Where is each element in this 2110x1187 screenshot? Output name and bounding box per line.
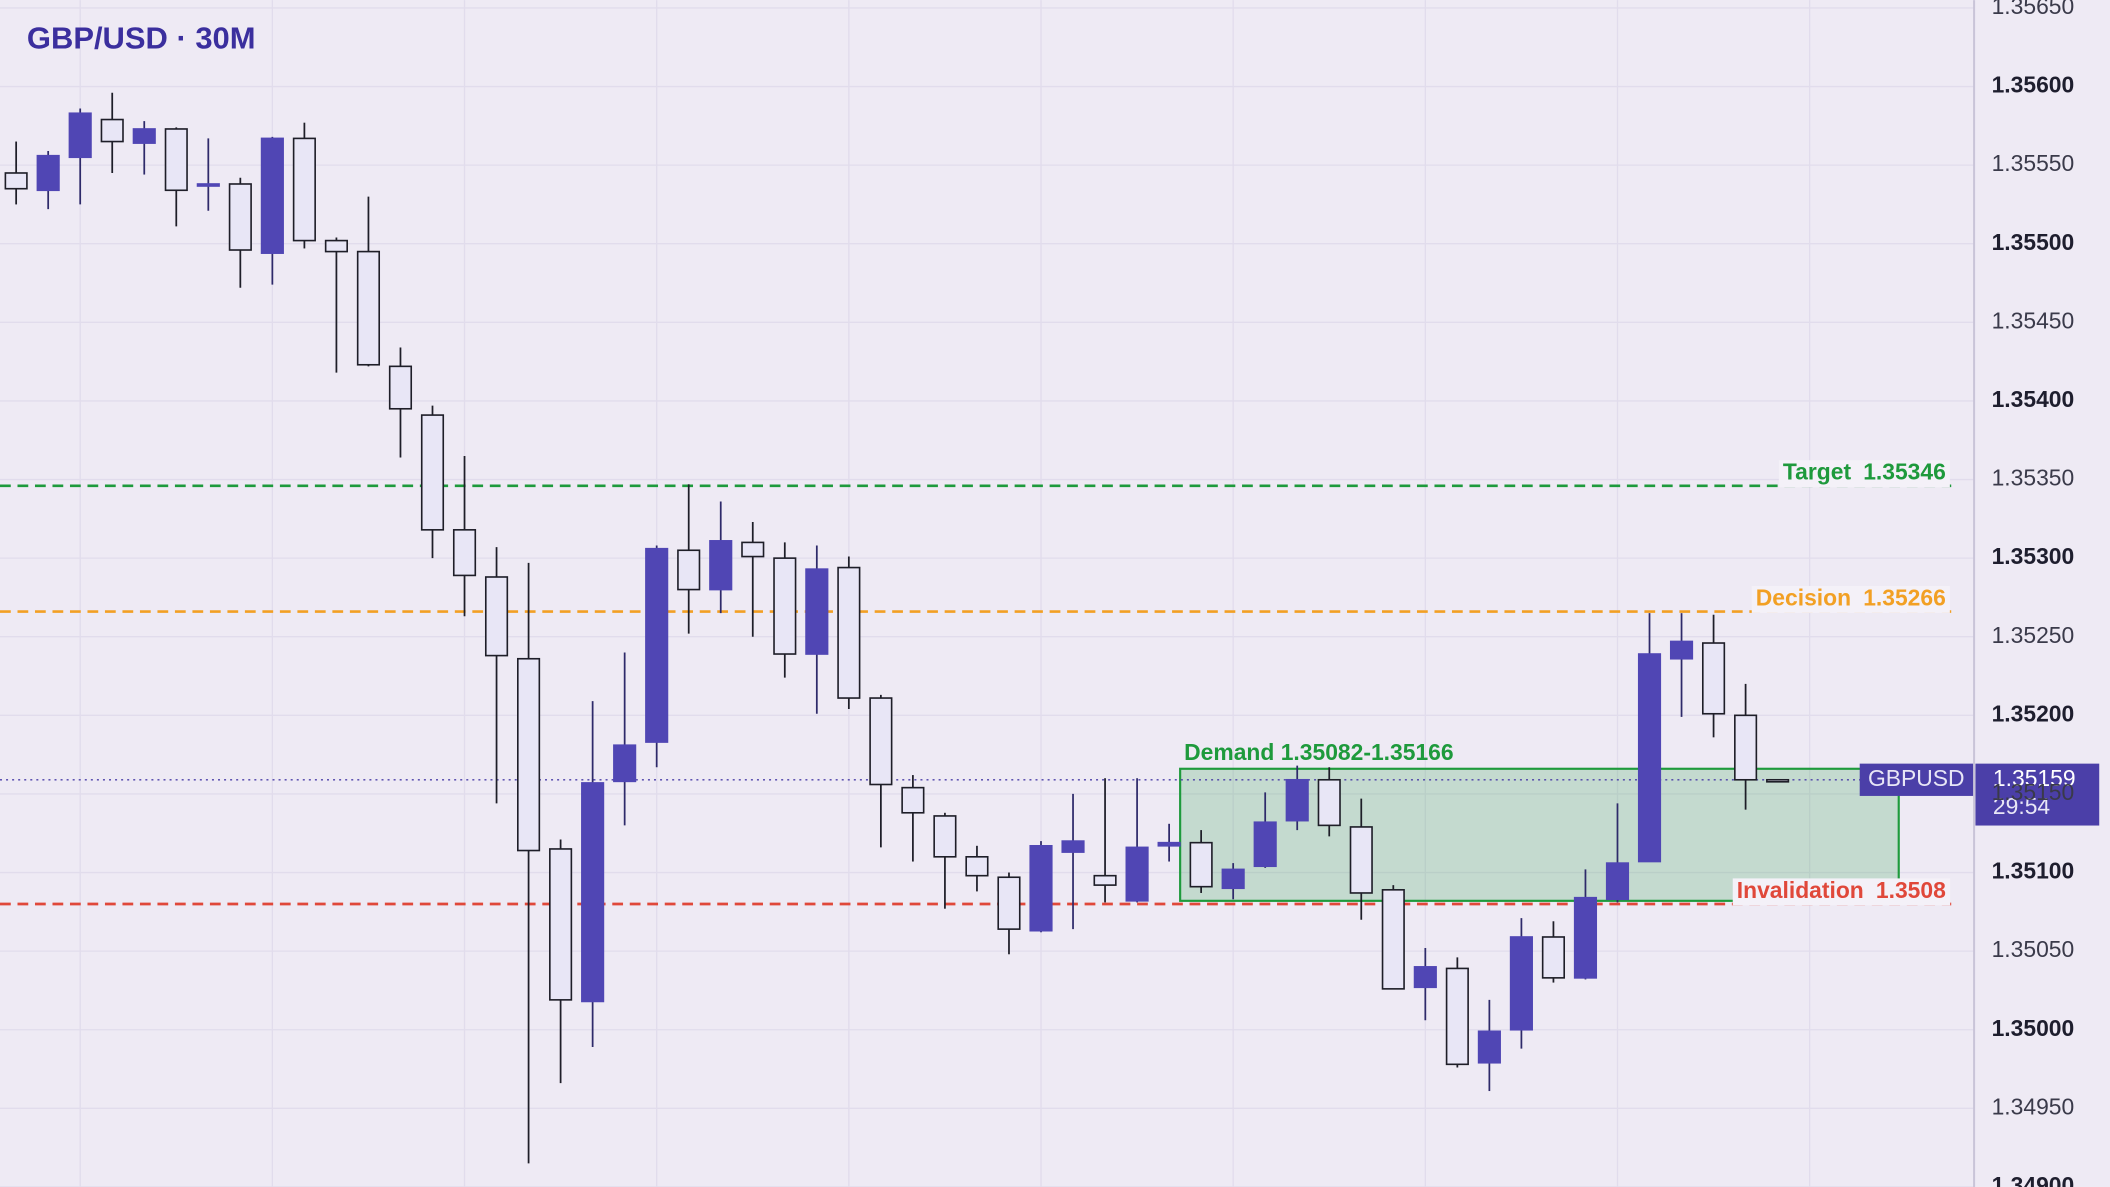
candle-body [581, 782, 605, 1003]
candle-body [388, 365, 413, 410]
y-tick-label: 1.34950 [1992, 1093, 2075, 1119]
candle-body [901, 786, 925, 814]
candle-body [677, 549, 701, 591]
y-tick-label: 1.35100 [1992, 858, 2075, 884]
symbol-tag-label: GBPUSD [1868, 765, 1965, 791]
candle-body [68, 112, 92, 159]
level-value: 1.35266 [1863, 585, 1946, 611]
candle-body [869, 697, 893, 786]
candle-body [1669, 640, 1694, 660]
y-tick-label: 1.34900 [1992, 1172, 2075, 1187]
candle-body [164, 128, 188, 192]
candle-body [613, 744, 637, 783]
y-tick-label: 1.35650 [1992, 0, 2075, 19]
candle-body [1349, 826, 1373, 894]
candle-body [1766, 778, 1790, 783]
candle-body [1477, 1030, 1501, 1064]
candle-body [228, 183, 252, 251]
price-tag [1975, 763, 2100, 826]
price-tag-value: 1.35159 [1993, 765, 2076, 791]
candle-body [837, 566, 861, 699]
candle-body [1029, 845, 1053, 932]
level-label: Decision 1.35266 [1756, 585, 1946, 611]
level-name: Invalidation [1737, 877, 1864, 903]
y-tick-label: 1.35600 [1992, 72, 2075, 98]
y-tick-label: 1.35200 [1992, 700, 2075, 726]
candle-body [1189, 841, 1213, 888]
candle-body [709, 540, 733, 591]
candle-body [4, 172, 28, 190]
y-tick-label: 1.35000 [1992, 1015, 2075, 1041]
candle-body [1541, 936, 1566, 979]
y-tick-label: 1.35400 [1992, 386, 2075, 412]
candle-body [1637, 653, 1662, 863]
y-tick-label: 1.35300 [1992, 543, 2075, 569]
candle-body [1413, 966, 1437, 989]
candle-body [645, 547, 669, 743]
level-label-bg [1778, 460, 1950, 488]
candle-body [1221, 868, 1245, 890]
candle-body [100, 118, 124, 143]
candle-body [965, 856, 989, 877]
candle-body [420, 414, 445, 531]
y-tick-label: 1.35050 [1992, 936, 2075, 962]
candle-body [1381, 889, 1405, 990]
candle-body [1253, 821, 1277, 868]
price-tag-countdown: 29:54 [1993, 793, 2050, 819]
candle-body [517, 657, 541, 852]
candle-body [356, 250, 381, 366]
candle-body [36, 154, 60, 192]
candle-body [1445, 967, 1469, 1066]
candle-body [1061, 840, 1085, 853]
level-label-bg [1732, 878, 1951, 906]
candle-body [292, 137, 316, 242]
candle-body [805, 568, 829, 655]
level-value: 1.3508 [1876, 877, 1946, 903]
y-tick-label: 1.35150 [1992, 779, 2075, 805]
candle-body [1093, 874, 1117, 886]
y-tick-label: 1.35450 [1992, 307, 2075, 333]
candle-body [196, 183, 220, 187]
candle-body [1125, 846, 1149, 902]
candle-body [997, 876, 1021, 930]
symbol-tag [1859, 763, 1975, 796]
candle-body [1734, 714, 1758, 781]
level-name: Target [1783, 459, 1852, 485]
candle-body [549, 848, 573, 1001]
chart-title: GBP/USD · 30M [27, 21, 256, 56]
candle-body [1317, 778, 1341, 827]
y-tick-label: 1.35350 [1992, 465, 2075, 491]
zone-label: Demand 1.35082-1.35166 [1184, 739, 1453, 765]
y-tick-label: 1.35500 [1992, 229, 2075, 255]
candle-body [324, 239, 348, 253]
candle-body [1701, 642, 1726, 715]
candle-body [484, 576, 509, 657]
candle-body [741, 541, 765, 558]
candle-body [933, 815, 957, 858]
level-value: 1.35346 [1863, 459, 1946, 485]
level-label: Target 1.35346 [1783, 459, 1946, 485]
candle-body [1605, 862, 1630, 901]
y-tick-label: 1.35250 [1992, 622, 2075, 648]
candle-body [1285, 778, 1309, 822]
candle-body [260, 137, 284, 254]
candle-body [1157, 841, 1181, 847]
level-name: Decision [1756, 585, 1851, 611]
candle-body [1509, 936, 1533, 1031]
candle-body [452, 529, 477, 577]
candle-body [132, 128, 156, 144]
candle-body [773, 557, 797, 655]
level-label-bg [1751, 586, 1950, 613]
y-tick-label: 1.35550 [1992, 150, 2075, 176]
level-label: Invalidation 1.3508 [1737, 877, 1946, 903]
candle-body [1573, 896, 1598, 979]
